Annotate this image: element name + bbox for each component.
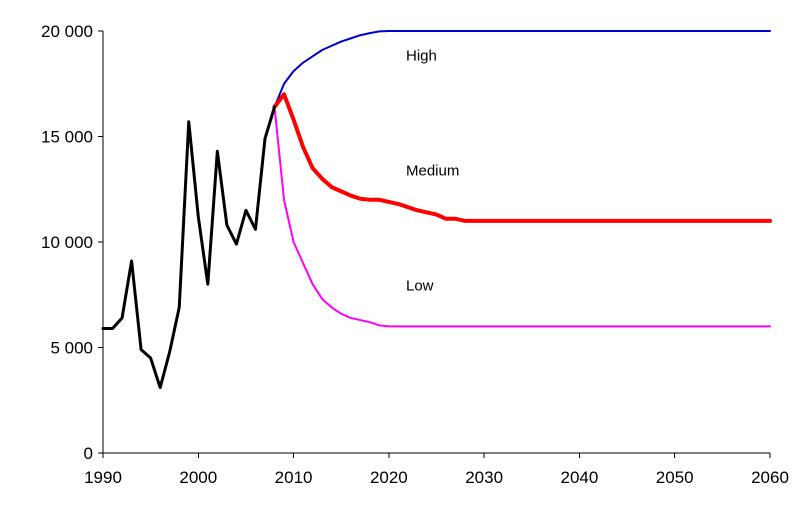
series-lines <box>101 30 772 390</box>
x-tick-label: 2030 <box>465 468 503 487</box>
y-axis-ticks: 0 5 000 10 000 15 000 20 000 <box>41 22 103 463</box>
x-axis-ticks: 1990 2000 2010 2020 2030 2040 2050 2060 <box>84 453 789 487</box>
x-tick-label: 2020 <box>370 468 408 487</box>
y-tick-label: 10 000 <box>41 233 93 252</box>
x-tick-label: 2010 <box>275 468 313 487</box>
series-line-historical <box>101 105 277 390</box>
series-label-low: Low <box>406 278 434 295</box>
y-tick-label: 0 <box>84 444 93 463</box>
series-annotations: High Medium Low <box>406 48 459 295</box>
x-tick-label: 2040 <box>561 468 599 487</box>
x-tick-label: 2000 <box>179 468 217 487</box>
y-tick-label: 5 000 <box>50 339 93 358</box>
y-tick-label: 15 000 <box>41 128 93 147</box>
series-line-high <box>273 30 771 108</box>
series-label-medium: Medium <box>406 163 459 180</box>
axes <box>98 31 770 458</box>
series-label-high: High <box>406 48 437 65</box>
x-tick-label: 1990 <box>84 468 122 487</box>
x-tick-label: 2050 <box>656 468 694 487</box>
series-line-medium <box>272 92 772 223</box>
series-line-low <box>273 105 771 328</box>
y-tick-label: 20 000 <box>41 22 93 41</box>
x-tick-label: 2060 <box>751 468 789 487</box>
